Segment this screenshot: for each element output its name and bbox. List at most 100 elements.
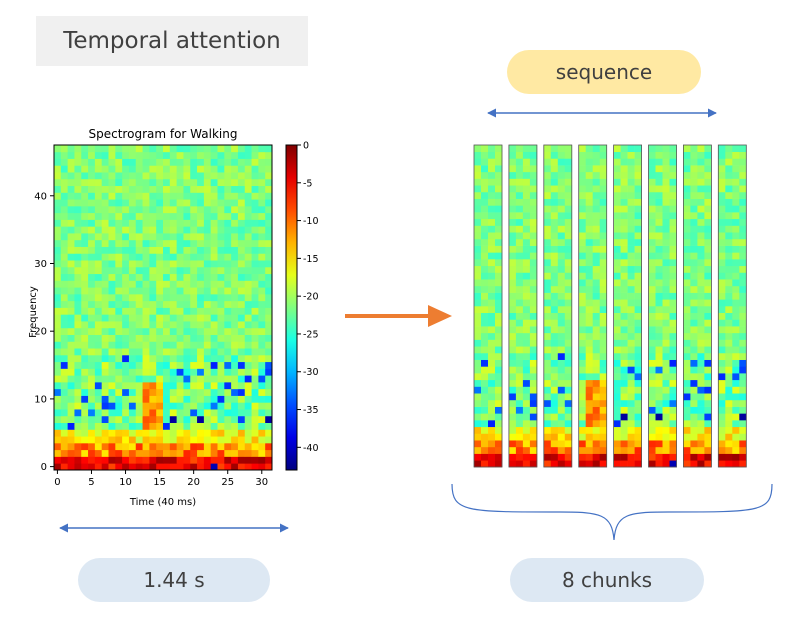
heatmap-cell	[115, 456, 123, 464]
chunk-cell	[704, 359, 712, 367]
chunk-cell	[725, 373, 733, 381]
heatmap-cell	[169, 273, 178, 281]
sequence-pill: sequence	[507, 50, 701, 94]
chunk-cell	[620, 151, 628, 159]
heatmap-cell	[190, 253, 198, 261]
heatmap-cell	[231, 199, 239, 207]
heatmap-cell	[142, 415, 150, 423]
chunk-cell	[550, 312, 559, 320]
heatmap-cell	[210, 409, 218, 417]
heatmap-cell	[258, 273, 266, 281]
chunk-cell	[529, 151, 538, 159]
heatmap-cell	[163, 145, 171, 153]
chunk-cell	[704, 446, 712, 454]
heatmap-cell	[210, 266, 218, 275]
heatmap-cell	[115, 314, 123, 322]
heatmap-cell	[224, 348, 232, 356]
heatmap-cell	[115, 321, 123, 329]
chunk-cell	[697, 420, 705, 428]
heatmap-cell	[142, 348, 150, 356]
chunk-cell	[488, 306, 496, 314]
heatmap-cell	[203, 402, 212, 410]
chunk-cell	[522, 326, 531, 334]
chunk-cell	[697, 205, 705, 213]
chunk-cell	[550, 292, 559, 300]
heatmap-cell	[169, 436, 178, 444]
heatmap-cell	[74, 456, 82, 464]
chunk-cell	[578, 319, 586, 327]
chunk-cell	[564, 339, 573, 347]
chunk-cell	[599, 420, 607, 428]
heatmap-cell	[244, 463, 252, 471]
heatmap-cell	[156, 341, 164, 349]
heatmap-cell	[169, 429, 178, 437]
heatmap-cell	[81, 300, 89, 308]
heatmap-cell	[94, 226, 103, 234]
heatmap-cell	[197, 253, 205, 261]
chunk-cell	[697, 453, 705, 461]
heatmap-cell	[203, 266, 212, 275]
chunk-cell	[697, 178, 705, 186]
chunk-cell	[585, 178, 593, 186]
chunk-cell	[690, 352, 698, 360]
heatmap-cell	[265, 172, 273, 180]
chunk-cell	[515, 145, 524, 153]
chunk-cell	[627, 252, 635, 260]
heatmap-cell	[122, 375, 130, 383]
chunk-cell	[662, 145, 670, 153]
heatmap-cell	[169, 321, 178, 329]
heatmap-cell	[142, 280, 150, 288]
chunk-cell	[613, 279, 621, 287]
heatmap-cell	[88, 233, 96, 241]
chunk-cell	[725, 332, 733, 340]
chunk-cell	[718, 306, 726, 314]
heatmap-cell	[142, 293, 150, 302]
chunk-cell	[634, 460, 642, 468]
heatmap-cell	[115, 165, 123, 173]
chunk-cell	[732, 352, 740, 360]
heatmap-cell	[224, 226, 232, 234]
heatmap-cell	[88, 165, 96, 173]
chunk-cell	[662, 232, 670, 240]
chunk-cell	[697, 379, 705, 387]
heatmap-cell	[251, 253, 259, 261]
chunk-cell	[488, 359, 496, 367]
heatmap-cell	[169, 361, 178, 369]
chunk-cell	[488, 399, 496, 407]
chunk-cell	[529, 238, 538, 246]
chunk-cell	[481, 446, 489, 454]
heatmap-cell	[94, 409, 103, 417]
chunk-cell	[557, 158, 566, 166]
heatmap-cell	[244, 287, 252, 295]
heatmap-cell	[176, 348, 184, 356]
heatmap-cell	[101, 273, 109, 281]
heatmap-cell	[81, 463, 89, 471]
heatmap-cell	[190, 368, 198, 376]
heatmap-cell	[169, 307, 178, 315]
chunk-cell	[488, 440, 496, 448]
heatmap-cell	[149, 341, 157, 349]
heatmap-cell	[176, 422, 184, 430]
heatmap-cell	[190, 280, 198, 288]
chunk-cell	[662, 332, 670, 340]
chunk-cell	[529, 198, 538, 206]
heatmap-cell	[217, 307, 225, 315]
heatmap-cell	[265, 463, 273, 471]
heatmap-cell	[122, 442, 130, 451]
heatmap-cell	[244, 178, 252, 187]
chunk-cell	[634, 198, 642, 206]
heatmap-cell	[163, 314, 171, 322]
chunk-cell	[648, 252, 656, 260]
heatmap-cell	[251, 178, 259, 187]
chunk-cell	[648, 171, 656, 179]
chunk-cell	[564, 399, 573, 407]
chunk-cell	[564, 232, 573, 240]
chunk-cell	[481, 259, 489, 267]
heatmap-cell	[197, 463, 205, 471]
heatmap-cell	[81, 172, 89, 180]
heatmap-cell	[135, 226, 143, 234]
heatmap-cell	[60, 260, 69, 268]
heatmap-cell	[60, 239, 69, 247]
heatmap-cell	[210, 456, 218, 464]
heatmap-cell	[251, 165, 259, 173]
